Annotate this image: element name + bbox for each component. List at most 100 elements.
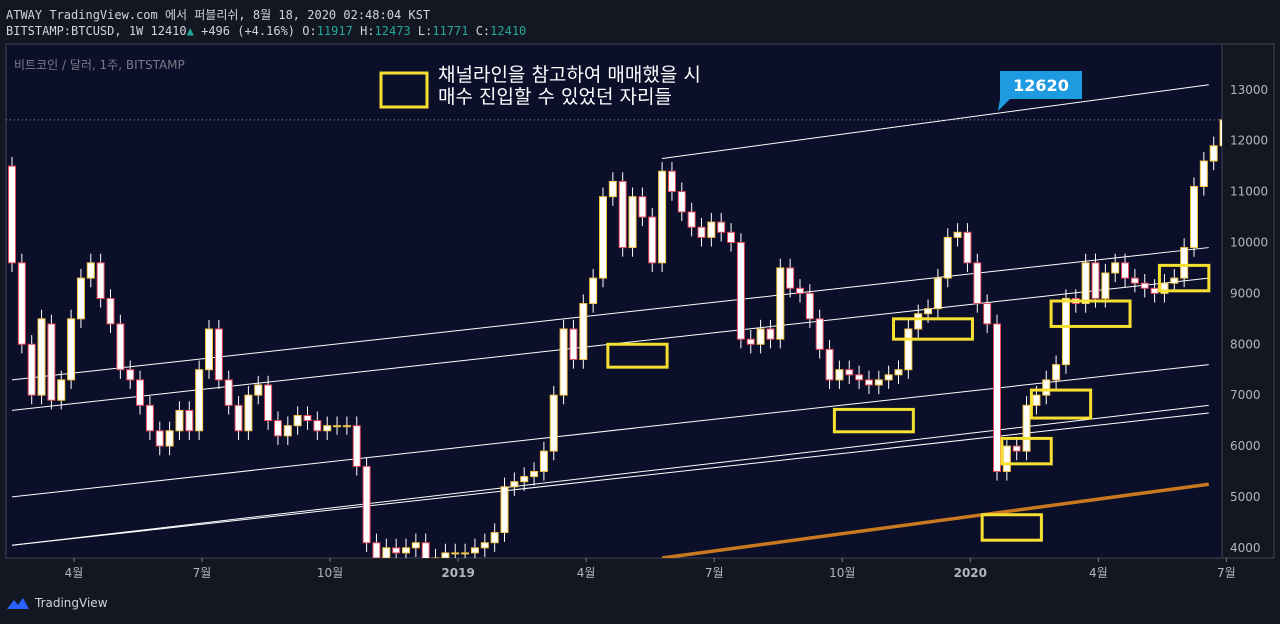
candle-body-up [1101,272,1110,299]
candle-body-down [264,384,273,422]
candle-body-down [618,180,627,249]
candle [963,223,972,272]
candle-body-up [1042,379,1051,396]
candle-body-up [205,328,213,371]
candle-body-up [333,425,342,428]
candle-body-up [175,409,184,432]
candle-body-up [293,415,302,427]
candle [549,385,558,461]
candle-body-down [648,216,657,264]
candle [480,533,489,557]
candle [37,309,46,405]
candle [175,401,184,440]
entry-highlight-box [606,342,669,369]
candle-body-up [431,557,440,558]
candle [973,253,982,313]
candle [864,370,873,395]
candle [983,294,992,334]
candle-body-down [392,547,401,554]
candle [746,330,755,354]
candle-body-up [933,277,942,310]
candle [470,538,479,558]
candle-body-up [1052,364,1061,381]
candle-body-up [470,547,479,554]
candle [608,172,617,206]
candle [914,304,923,339]
close-label: C: [475,24,491,38]
candle [618,172,627,257]
candle [441,543,450,558]
candle-body-down [697,226,706,238]
candle-body-down [727,231,736,243]
candle-body-down [145,404,154,432]
candle [579,294,588,369]
candle [648,207,657,272]
candle-body-up [599,196,607,279]
candle [490,523,499,552]
channel-line [11,364,1209,498]
candle-body-up [244,394,253,432]
candle-body-down [126,369,135,381]
candle-body-down [766,328,775,340]
legend-note-line2: 매수 진입할 수 있었던 자리들 [438,86,672,108]
candle [273,411,282,446]
candle [461,543,470,558]
candle [67,309,76,390]
candle [392,538,401,558]
entry-highlight-box [980,513,1043,542]
candle [766,319,775,349]
close-value: 12410 [490,24,527,38]
candle [96,253,105,308]
candle [1022,396,1031,461]
x-tick-label: 4월 [65,566,84,580]
candle [333,416,342,435]
candle [717,212,726,242]
entry-highlight-box [1049,299,1132,328]
candle [727,223,736,252]
candle [835,360,844,390]
candle [589,268,598,313]
candle-body-up [1190,185,1198,249]
candle-body-up [1002,445,1011,472]
candle [658,162,667,272]
candle [805,284,814,328]
candle [155,421,164,456]
candle-body-down [786,267,795,289]
x-tick-label: 2020 [954,566,987,580]
candle [214,319,223,390]
candle [677,182,686,222]
candle [165,421,174,456]
candle-body-down [96,262,105,299]
candle-body-up [953,231,962,238]
candle [599,187,607,288]
candle [1002,436,1011,481]
candle-body-up [86,262,95,279]
candle [943,228,952,288]
candle [933,268,942,318]
candle [411,533,420,557]
candle-body-up [195,369,204,432]
candle-body-up [1170,277,1179,284]
candle [638,187,647,227]
candle [1061,289,1070,374]
candle-body-up [500,486,509,534]
footer-brand[interactable]: TradingView [6,596,108,610]
legend-note-line1: 채널라인을 참고하여 매매했을 시 [438,64,701,86]
candle [884,365,893,390]
candle-body-down [352,425,361,467]
high-value: 12473 [374,24,411,38]
candle [697,218,706,247]
x-tick-label: 2019 [441,566,474,580]
candle [382,538,391,558]
candle-body-down [234,404,243,432]
candle-body-up [874,379,883,386]
candle [342,416,351,435]
y-tick-label: 12000 [1230,134,1268,148]
candle-body-up [411,542,420,549]
candle [628,187,637,257]
candle-body-up [539,450,548,472]
candle [687,202,696,237]
candle [283,416,292,446]
candle [1111,253,1120,283]
